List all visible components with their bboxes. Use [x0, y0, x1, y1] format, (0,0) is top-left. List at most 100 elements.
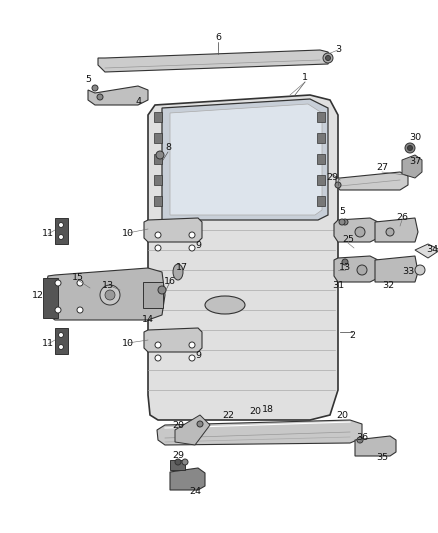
Circle shape — [155, 355, 161, 361]
Circle shape — [97, 94, 103, 100]
Text: 37: 37 — [409, 157, 421, 166]
FancyBboxPatch shape — [154, 154, 162, 164]
Text: 31: 31 — [332, 280, 344, 289]
Polygon shape — [162, 99, 328, 220]
FancyBboxPatch shape — [317, 112, 325, 122]
Circle shape — [182, 459, 188, 465]
FancyBboxPatch shape — [317, 175, 325, 185]
Polygon shape — [402, 155, 422, 178]
Circle shape — [59, 222, 64, 228]
Circle shape — [92, 85, 98, 91]
Text: 10: 10 — [122, 338, 134, 348]
Text: 3: 3 — [335, 45, 341, 54]
Circle shape — [155, 342, 161, 348]
Text: 12: 12 — [32, 290, 44, 300]
Text: 29: 29 — [326, 174, 338, 182]
Circle shape — [357, 265, 367, 275]
Polygon shape — [415, 244, 438, 258]
Polygon shape — [44, 268, 165, 320]
Polygon shape — [375, 218, 418, 242]
Text: 2: 2 — [349, 330, 355, 340]
Text: 8: 8 — [165, 143, 171, 152]
Text: 27: 27 — [376, 164, 388, 173]
Text: 30: 30 — [409, 133, 421, 142]
Text: 4: 4 — [135, 98, 141, 107]
Circle shape — [59, 235, 64, 239]
FancyBboxPatch shape — [154, 196, 162, 206]
Text: 17: 17 — [176, 263, 188, 272]
Circle shape — [357, 437, 363, 443]
Circle shape — [156, 151, 164, 159]
FancyBboxPatch shape — [154, 112, 162, 122]
Text: 15: 15 — [72, 273, 84, 282]
Polygon shape — [375, 256, 418, 282]
Circle shape — [189, 245, 195, 251]
FancyBboxPatch shape — [154, 175, 162, 185]
Circle shape — [59, 344, 64, 350]
Polygon shape — [355, 436, 396, 456]
Text: 1: 1 — [302, 74, 308, 83]
Circle shape — [155, 245, 161, 251]
FancyBboxPatch shape — [317, 154, 325, 164]
Circle shape — [323, 53, 333, 63]
Polygon shape — [336, 172, 408, 190]
Text: 16: 16 — [164, 278, 176, 287]
Circle shape — [175, 459, 181, 465]
Ellipse shape — [205, 296, 245, 314]
Text: 32: 32 — [382, 280, 394, 289]
Polygon shape — [170, 468, 205, 490]
Text: 20: 20 — [172, 422, 184, 431]
Circle shape — [59, 333, 64, 337]
Polygon shape — [148, 95, 338, 420]
Circle shape — [100, 285, 120, 305]
Circle shape — [335, 182, 341, 188]
Text: 11: 11 — [42, 229, 54, 238]
Polygon shape — [55, 328, 68, 354]
Text: 13: 13 — [339, 263, 351, 272]
Circle shape — [342, 219, 348, 225]
Circle shape — [189, 342, 195, 348]
Text: 13: 13 — [102, 280, 114, 289]
Text: 14: 14 — [142, 316, 154, 325]
FancyBboxPatch shape — [143, 282, 163, 308]
Text: 33: 33 — [402, 268, 414, 277]
Text: 36: 36 — [356, 433, 368, 442]
Circle shape — [325, 55, 331, 61]
Circle shape — [407, 146, 413, 150]
Polygon shape — [88, 86, 148, 105]
Polygon shape — [334, 256, 380, 282]
Circle shape — [386, 228, 394, 236]
Text: 11: 11 — [42, 338, 54, 348]
Text: 20: 20 — [336, 410, 348, 419]
Text: 5: 5 — [85, 76, 91, 85]
Text: 26: 26 — [396, 214, 408, 222]
Circle shape — [77, 307, 83, 313]
Circle shape — [105, 290, 115, 300]
Text: 34: 34 — [426, 246, 438, 254]
Circle shape — [55, 307, 61, 313]
Text: 20: 20 — [249, 408, 261, 416]
Circle shape — [342, 259, 348, 265]
Text: 5: 5 — [339, 207, 345, 216]
Text: 6: 6 — [215, 34, 221, 43]
Circle shape — [197, 421, 203, 427]
Text: 9: 9 — [195, 351, 201, 360]
Polygon shape — [170, 104, 322, 215]
Text: 22: 22 — [222, 410, 234, 419]
FancyBboxPatch shape — [154, 133, 162, 143]
Circle shape — [55, 280, 61, 286]
Text: 29: 29 — [172, 450, 184, 459]
Polygon shape — [157, 420, 362, 445]
Circle shape — [355, 227, 365, 237]
Text: 10: 10 — [122, 229, 134, 238]
Polygon shape — [334, 218, 380, 242]
Polygon shape — [55, 218, 68, 244]
Circle shape — [405, 143, 415, 153]
Text: 24: 24 — [189, 488, 201, 497]
Text: 35: 35 — [376, 454, 388, 463]
Polygon shape — [98, 50, 330, 72]
FancyBboxPatch shape — [317, 196, 325, 206]
Polygon shape — [144, 328, 202, 352]
Circle shape — [77, 280, 83, 286]
FancyBboxPatch shape — [317, 133, 325, 143]
